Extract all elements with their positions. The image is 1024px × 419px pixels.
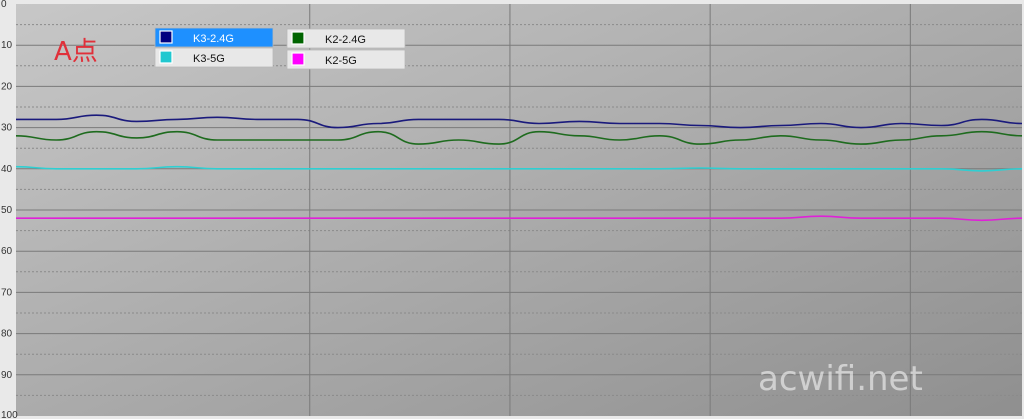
series-line-K3-5G — [15, 165, 1023, 172]
legend-label: K3-5G — [193, 53, 225, 65]
legend-item-K2-2.4G[interactable]: K2-2.4G — [286, 28, 406, 49]
legend-swatch — [159, 30, 173, 44]
y-tick-label: 30 — [1, 123, 13, 134]
y-tick-label: 0 — [1, 0, 7, 10]
series-line-K2-2.4G — [15, 130, 1023, 145]
legend-item-K2-5G[interactable]: K2-5G — [286, 49, 406, 70]
series-line-K3-2.4G — [16, 114, 1023, 129]
y-tick-label: 40 — [1, 164, 13, 175]
grid-layer — [16, 4, 1022, 416]
chart-title: A点 — [54, 37, 98, 67]
y-tick-label: 100 — [1, 410, 18, 419]
legend-label: K2-2.4G — [325, 34, 366, 46]
legend-label: K2-5G — [325, 55, 357, 67]
legend-swatch — [291, 31, 305, 45]
legend-item-K3-5G[interactable]: K3-5G — [154, 47, 274, 68]
legend: K3-2.4G K3-5G K2-2.4G K2-5G — [154, 27, 406, 70]
legend-swatch — [291, 52, 305, 66]
legend-swatch — [159, 50, 173, 64]
legend-item-bg — [154, 47, 274, 68]
watermark: acwifi.net — [758, 359, 923, 399]
legend-item-K3-2.4G[interactable]: K3-2.4G — [154, 27, 274, 48]
y-tick-label: 70 — [1, 287, 13, 298]
y-tick-label: 60 — [1, 246, 13, 257]
y-tick-label: 50 — [1, 205, 13, 216]
y-tick-label: 20 — [1, 81, 13, 92]
y-axis-ticks: 0 10 20 30 40 50 60 70 80 90 100 — [1, 0, 18, 419]
legend-item-bg — [286, 49, 406, 70]
legend-item-bg — [154, 27, 274, 48]
series-layer — [15, 114, 1023, 222]
y-tick-label: 10 — [1, 40, 13, 51]
y-tick-label: 80 — [1, 329, 13, 340]
legend-label: K3-2.4G — [193, 33, 234, 45]
y-tick-label: 90 — [1, 370, 13, 381]
series-line-K2-5G — [16, 215, 1023, 222]
legend-item-bg — [286, 28, 406, 49]
